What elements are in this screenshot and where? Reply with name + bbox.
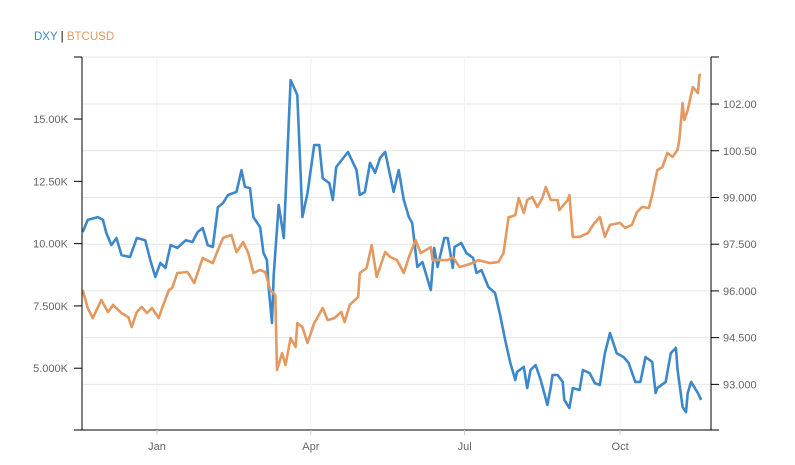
series-line-dxy[interactable]	[81, 78, 703, 414]
right-axis-tick-label: 100.50	[723, 146, 757, 158]
right-axis-tick-label: 99.000	[723, 192, 757, 204]
left-axis-tick-label: 15.00K	[33, 114, 69, 126]
right-axis-tick-label: 96.000	[723, 286, 757, 298]
legend-btcusd[interactable]: BTCUSD	[66, 31, 115, 43]
left-axis-tick-label: 10.00K	[33, 239, 69, 251]
left-axis-tick-label: 5.000K	[33, 363, 69, 375]
x-axis-tick-label: Jan	[148, 441, 166, 453]
x-axis-tick-label: Jul	[458, 441, 472, 453]
legend-separator: |	[60, 31, 64, 43]
legend-dxy[interactable]: DXY	[34, 31, 58, 43]
left-axis-tick-label: 7.500K	[33, 301, 69, 313]
x-axis-tick-label: Apr	[302, 441, 319, 453]
grid	[82, 56, 711, 430]
series-line-btcusd[interactable]	[81, 73, 702, 372]
right-axis-tick-label: 94.500	[723, 333, 757, 345]
x-axis-tick-label: Oct	[612, 441, 629, 453]
right-axis-tick-label: 102.00	[723, 99, 757, 111]
series-lines	[81, 73, 703, 414]
axes: 5.000K 7.500K 10.00K 12.50K 15.00K 93.000 94.5…	[33, 56, 757, 453]
right-axis-tick-label: 97.500	[723, 239, 757, 251]
right-axis-tick-label: 93.000	[723, 379, 757, 391]
legend: DXY | BTCUSD	[34, 31, 114, 43]
left-axis-tick-label: 12.50K	[33, 176, 69, 188]
